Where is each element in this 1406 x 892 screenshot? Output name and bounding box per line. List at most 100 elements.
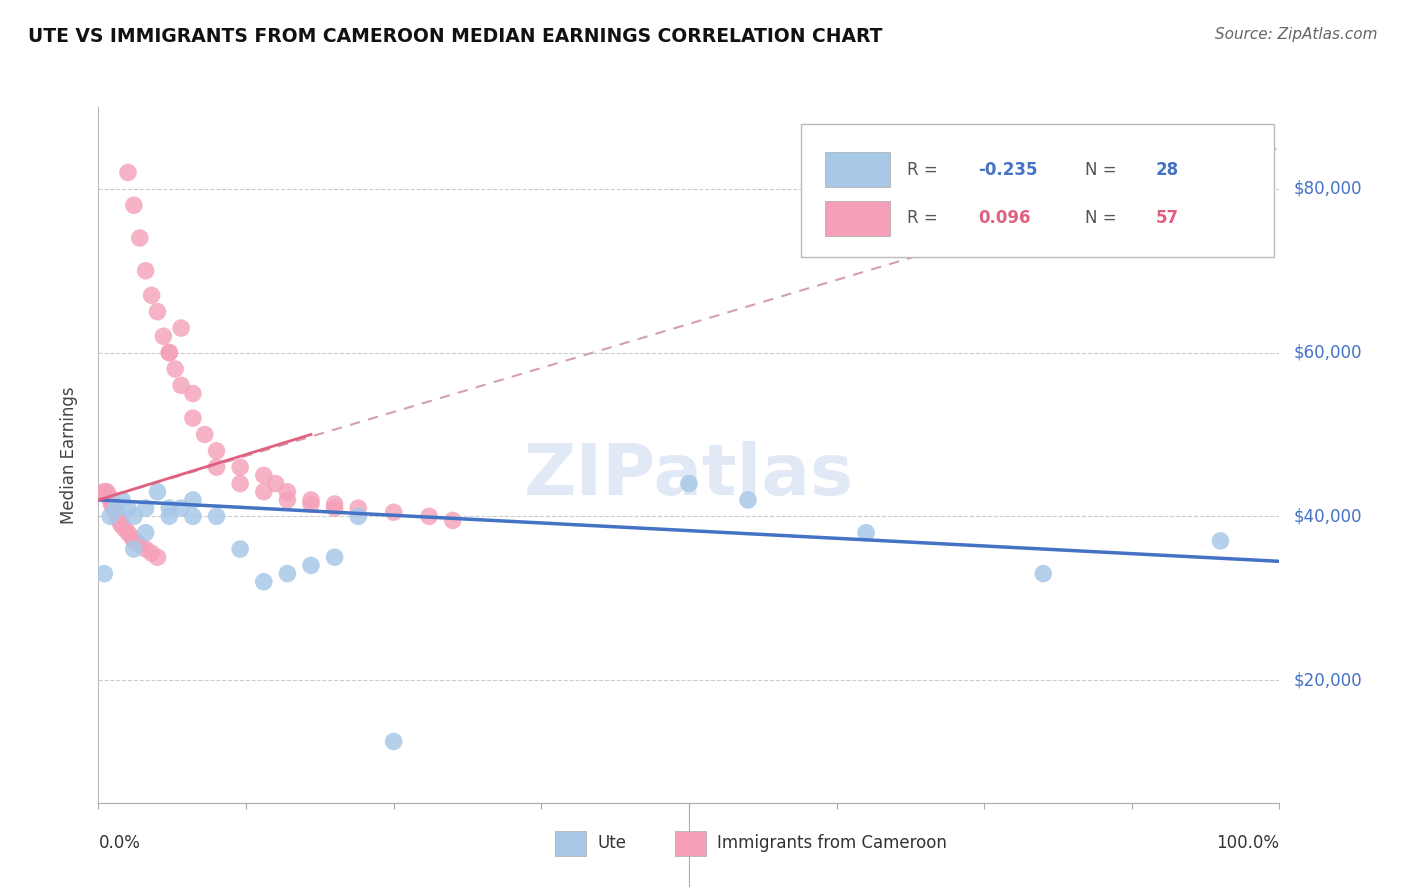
Point (96, 484, 118, 499)
Point (855, 525, 877, 540)
FancyBboxPatch shape (801, 125, 1274, 257)
Point (181, 509, 204, 524)
Text: 100.0%: 100.0% (1216, 834, 1279, 852)
Point (141, 546, 163, 560)
Bar (825, 201, 890, 235)
Point (382, 734, 405, 748)
Point (323, 501, 346, 516)
Text: $80,000: $80,000 (1294, 180, 1362, 198)
Text: $60,000: $60,000 (1294, 343, 1362, 361)
Point (98, 489, 121, 503)
Point (100, 497, 122, 511)
Point (121, 530, 143, 544)
Point (323, 497, 346, 511)
Point (170, 501, 193, 516)
Bar (825, 153, 890, 187)
Text: 0.0%: 0.0% (98, 834, 141, 852)
Point (299, 558, 322, 573)
Text: ZIPatlas: ZIPatlas (524, 442, 853, 510)
Point (229, 542, 252, 557)
Point (105, 501, 128, 516)
Point (110, 517, 132, 532)
Point (181, 386, 204, 401)
Point (146, 304, 169, 318)
Point (205, 443, 228, 458)
Point (107, 509, 129, 524)
Point (93, 484, 115, 499)
Point (205, 460, 228, 475)
Text: $40,000: $40,000 (1294, 508, 1362, 525)
Text: 57: 57 (1156, 210, 1178, 227)
Point (152, 329, 174, 343)
Text: N =: N = (1084, 161, 1122, 178)
Point (93, 566, 115, 581)
Point (103, 501, 125, 516)
Point (205, 509, 228, 524)
Point (170, 378, 193, 392)
Point (1032, 566, 1054, 581)
Point (1209, 533, 1232, 548)
Point (229, 460, 252, 475)
Point (135, 525, 157, 540)
Point (98, 509, 121, 524)
Point (323, 550, 346, 565)
Point (117, 525, 139, 540)
Point (128, 231, 150, 245)
Text: 28: 28 (1156, 161, 1178, 178)
Point (299, 497, 322, 511)
Point (418, 509, 440, 524)
Point (347, 509, 370, 524)
Point (181, 411, 204, 425)
Point (101, 497, 124, 511)
Point (122, 533, 145, 548)
Point (135, 501, 157, 516)
Point (97, 489, 120, 503)
Point (253, 574, 276, 589)
Text: UTE VS IMMIGRANTS FROM CAMEROON MEDIAN EARNINGS CORRELATION CHART: UTE VS IMMIGRANTS FROM CAMEROON MEDIAN E… (28, 27, 883, 45)
Point (181, 492, 204, 507)
Point (299, 492, 322, 507)
Point (264, 476, 287, 491)
Point (276, 484, 298, 499)
Point (276, 566, 298, 581)
Text: 0.096: 0.096 (979, 210, 1031, 227)
Point (678, 476, 700, 491)
Point (253, 468, 276, 483)
Point (122, 542, 145, 557)
Point (146, 484, 169, 499)
Point (737, 492, 759, 507)
Point (382, 505, 405, 519)
Point (111, 517, 134, 532)
Point (194, 427, 217, 442)
Point (117, 165, 139, 179)
Point (135, 264, 157, 278)
Y-axis label: Median Earnings: Median Earnings (59, 386, 77, 524)
Point (441, 513, 464, 527)
Point (111, 492, 134, 507)
Point (122, 198, 145, 212)
Point (94, 484, 117, 499)
Point (347, 501, 370, 516)
Point (104, 501, 127, 516)
Point (157, 345, 180, 359)
Text: N =: N = (1084, 210, 1122, 227)
Text: Immigrants from Cameroon: Immigrants from Cameroon (717, 834, 946, 852)
Point (108, 513, 131, 527)
Text: Ute: Ute (598, 834, 627, 852)
Point (229, 476, 252, 491)
Point (98, 492, 121, 507)
Text: R =: R = (907, 210, 943, 227)
Point (117, 501, 139, 516)
Point (135, 542, 157, 557)
Point (276, 492, 298, 507)
Point (105, 509, 128, 524)
Point (112, 522, 135, 536)
Point (170, 321, 193, 335)
Point (125, 533, 148, 548)
Point (122, 509, 145, 524)
Point (165, 362, 187, 376)
Text: -0.235: -0.235 (979, 161, 1038, 178)
Point (128, 538, 150, 552)
Point (253, 484, 276, 499)
Text: R =: R = (907, 161, 943, 178)
